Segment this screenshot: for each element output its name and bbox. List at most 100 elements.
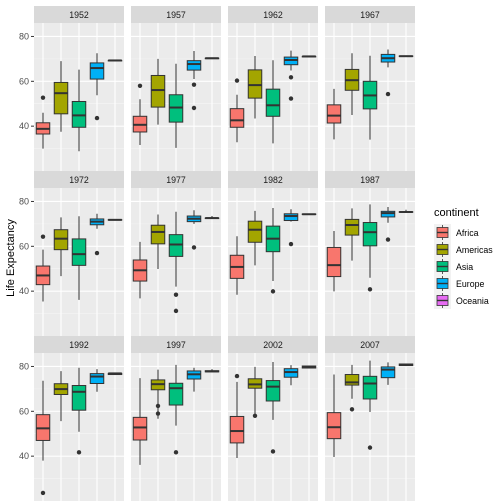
box-body — [168, 382, 184, 406]
box-asia — [362, 204, 378, 292]
box-africa — [326, 374, 342, 458]
facet-strip-label: 1977 — [166, 175, 186, 185]
box-asia — [71, 367, 87, 455]
box-body — [326, 246, 342, 278]
box-africa — [326, 231, 342, 292]
box-africa — [35, 380, 51, 496]
box-body — [132, 416, 148, 441]
box-oceania — [107, 218, 123, 221]
box-europe — [283, 209, 299, 247]
box-africa — [229, 373, 245, 458]
box-americas — [247, 366, 263, 418]
box-americas — [53, 217, 69, 277]
facet-strip — [325, 336, 415, 353]
y-tick-label: 80 — [19, 361, 29, 371]
box-body — [186, 60, 202, 71]
box-asia — [362, 360, 378, 450]
outlier-point — [191, 245, 197, 250]
box-europe — [283, 365, 299, 386]
box-europe — [283, 50, 299, 101]
box-body — [71, 385, 87, 411]
box-europe — [186, 210, 202, 250]
box-body — [344, 374, 360, 386]
box-oceania — [204, 57, 220, 60]
box-asia — [168, 63, 184, 148]
box-oceania — [398, 363, 414, 367]
box-body — [53, 229, 69, 251]
facet-panel-2002: 2002 — [228, 336, 318, 501]
box-body — [229, 415, 245, 444]
facet-strip-label: 1972 — [69, 175, 89, 185]
y-tick-label: 60 — [19, 406, 29, 416]
facet-strip-label: 1992 — [69, 340, 89, 350]
outlier-point — [270, 449, 276, 454]
facet-strip — [34, 336, 124, 353]
box-americas — [150, 58, 166, 125]
box-africa — [35, 95, 51, 149]
outlier-point — [288, 241, 294, 247]
y-tick-label: 60 — [19, 76, 29, 86]
facet-strip — [131, 171, 221, 188]
outlier-point — [191, 82, 197, 87]
outlier-point — [367, 287, 373, 292]
outlier-point — [40, 234, 46, 239]
outlier-point — [385, 237, 391, 242]
y-tick-label: 40 — [19, 286, 29, 296]
outlier-point — [40, 95, 46, 100]
outlier-point — [173, 292, 179, 297]
box-europe — [380, 207, 396, 242]
box-body — [344, 218, 360, 236]
box-body — [150, 74, 166, 108]
facet-strip-label: 1957 — [166, 10, 186, 20]
box-oceania — [204, 369, 220, 373]
outlier-point — [252, 413, 258, 418]
box-africa — [229, 236, 245, 295]
facet-panels: 1952 1957 1962 1967 1972 1977 1982 1987 1992 1997… — [34, 6, 415, 501]
box-body — [150, 224, 166, 245]
facet-strip-label: 1962 — [263, 10, 283, 20]
box-africa — [132, 378, 148, 465]
y-tick-label: 80 — [19, 196, 29, 206]
outlier-point — [94, 250, 100, 256]
legend: continent Africa Americas Asia Europe Oceani… — [434, 207, 493, 309]
outlier-point — [173, 450, 179, 455]
box-body — [89, 62, 105, 80]
box-body — [168, 234, 184, 257]
box-oceania — [204, 216, 220, 220]
outlier-point — [349, 407, 355, 412]
facet-panel-1952: 1952 — [34, 6, 124, 171]
outlier-point — [385, 91, 391, 97]
legend-title: continent — [434, 207, 479, 219]
box-europe — [380, 49, 396, 97]
box-europe — [380, 362, 396, 385]
box-body — [380, 366, 396, 379]
facet-strip — [34, 6, 124, 23]
box-oceania — [398, 209, 414, 213]
facet-strip — [228, 6, 318, 23]
box-body — [362, 222, 378, 247]
box-asia — [265, 207, 281, 294]
outlier-point — [234, 78, 240, 83]
facet-strip-label: 1997 — [166, 340, 186, 350]
box-africa — [326, 88, 342, 140]
box-europe — [89, 213, 105, 256]
legend-label: Africa — [456, 228, 479, 238]
box-asia — [265, 60, 281, 144]
facet-panel-1987: 1987 — [325, 171, 415, 336]
facet-panel-2007: 2007 — [325, 336, 415, 501]
box-oceania — [301, 365, 317, 369]
box-asia — [168, 211, 184, 314]
box-asia — [265, 361, 281, 454]
y-axes: 40 60 80 40 60 80 40 60 80 — [19, 31, 34, 461]
box-americas — [150, 369, 166, 419]
box-africa — [229, 78, 245, 143]
box-asia — [168, 364, 184, 455]
facet-panel-1977: 1977 — [131, 171, 221, 336]
legend-label: Europe — [456, 279, 484, 289]
box-americas — [344, 364, 360, 412]
outlier-point — [155, 411, 161, 416]
facet-strip-label: 1967 — [360, 10, 380, 20]
box-oceania — [398, 55, 414, 58]
legend-label: Americas — [456, 245, 493, 255]
